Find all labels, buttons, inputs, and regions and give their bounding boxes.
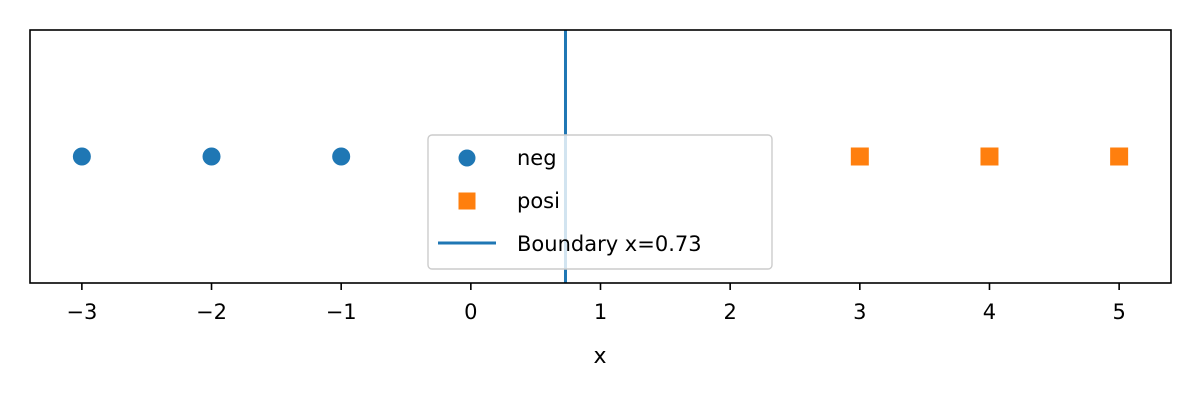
data-point-neg [332,147,351,166]
x-tick-label: 4 [983,300,996,324]
data-point-neg [72,147,91,166]
legend-marker-neg [458,149,476,167]
legend-label-neg: neg [517,146,557,170]
legend-label-posi: posi [517,189,560,213]
legend-label-boundary: Boundary x=0.73 [517,232,702,256]
x-tick-label: −2 [196,300,227,324]
x-tick-label: 5 [1112,300,1125,324]
x-axis-label: x [593,344,606,369]
data-point-posi [980,147,999,166]
legend-marker-posi [458,192,476,210]
x-tick-label: 1 [594,300,607,324]
legend-frame [427,134,773,270]
data-point-posi [850,147,869,166]
x-tick-label: 2 [723,300,736,324]
x-tick-label: −1 [326,300,357,324]
points-layer [72,147,1129,166]
data-point-neg [202,147,221,166]
data-point-posi [1110,147,1129,166]
x-tick-label: −3 [66,300,97,324]
x-tick-label: 3 [853,300,866,324]
legend: neg posi Boundary x=0.73 [427,134,773,270]
x-axis-ticks: −3 −2 −1 0 1 2 3 4 5 [66,283,1126,324]
x-tick-label: 0 [464,300,477,324]
